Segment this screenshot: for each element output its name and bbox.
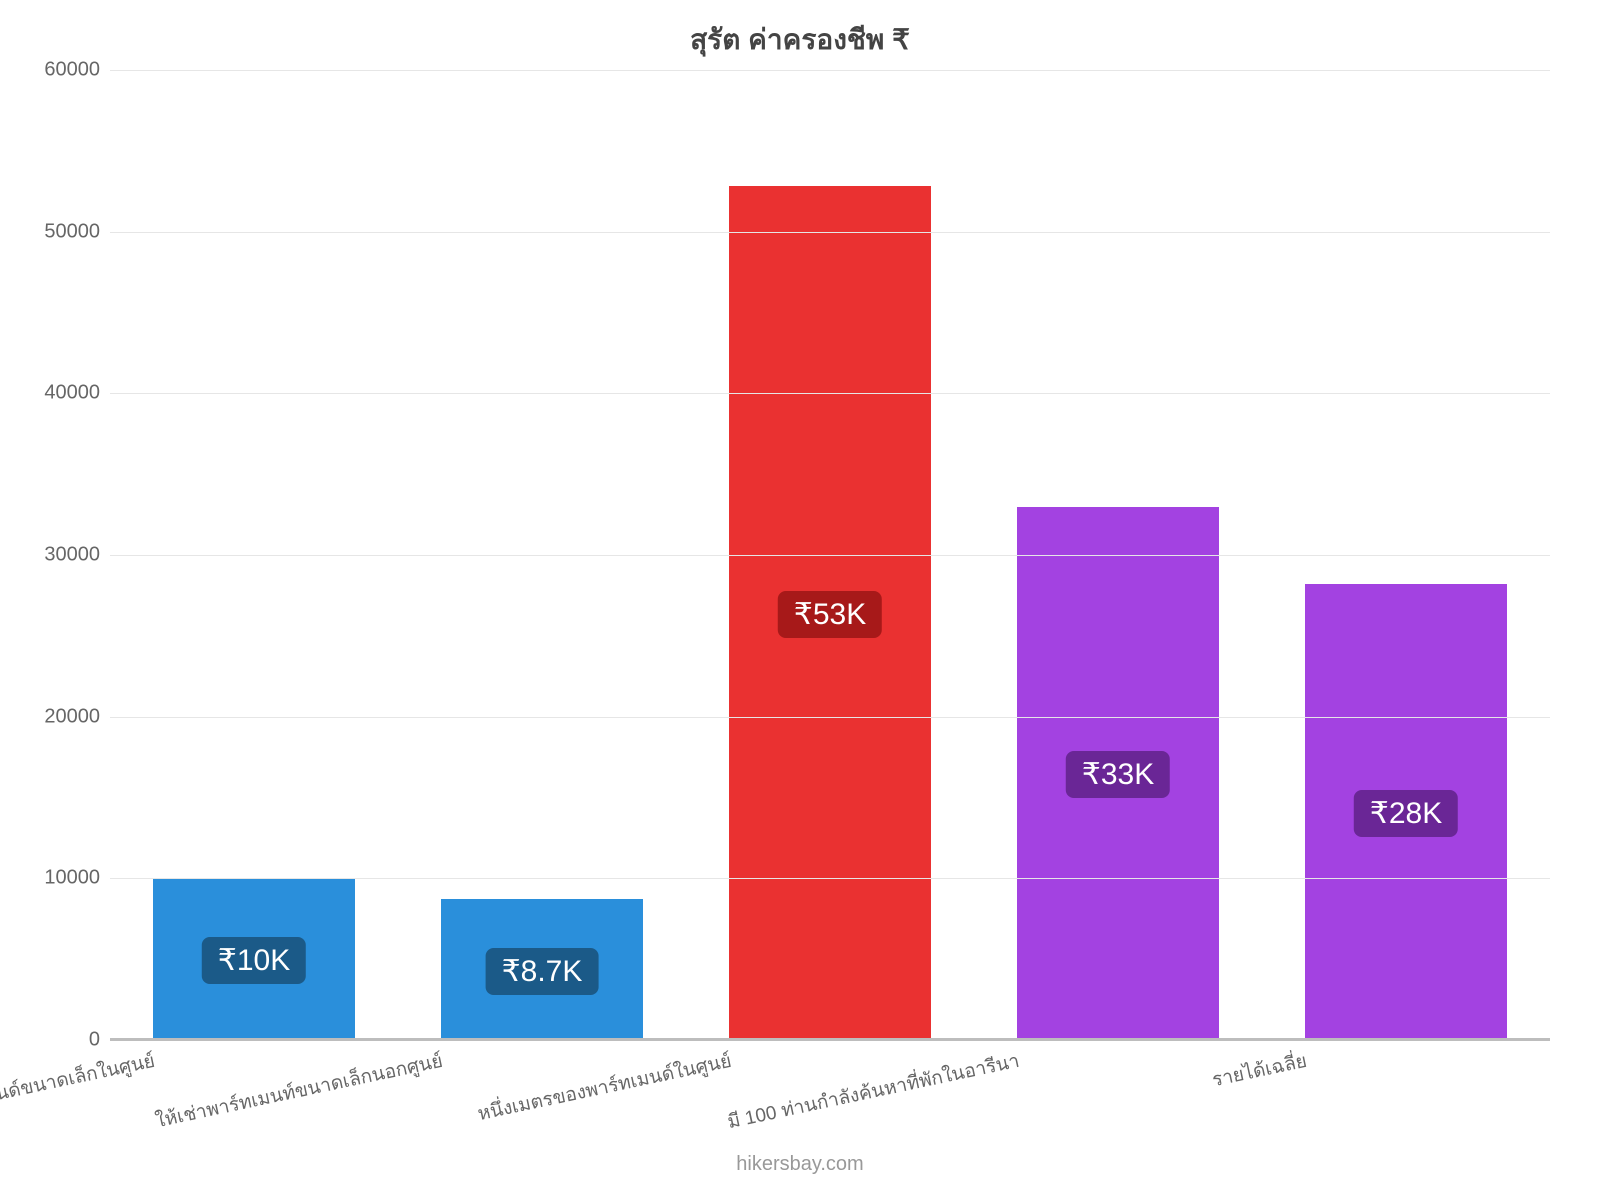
grid-line [110, 393, 1550, 394]
bar: ₹28K [1305, 584, 1507, 1040]
value-badge: ₹28K [1354, 790, 1458, 837]
y-tick-label: 10000 [44, 867, 100, 890]
x-category-label: รายได้เฉลี่ย [1210, 1046, 1310, 1095]
x-category-label: หนึ่งเมตรของพาร์ทเมนด์ในศูนย์ [474, 1046, 733, 1129]
bar: ₹8.7K [441, 899, 643, 1040]
grid-line [110, 1040, 1550, 1041]
grid-line [110, 70, 1550, 71]
value-badge: ₹10K [202, 937, 306, 984]
grid-line [110, 232, 1550, 233]
chart-title: สุรัต ค่าครองชีพ ₹ [0, 18, 1600, 62]
bar: ₹53K [729, 186, 931, 1040]
grid-line [110, 555, 1550, 556]
x-category-label: ให้เช่าพาร์ทเมนท์ขนาดเล็กนอกศูนย์ [153, 1046, 446, 1136]
y-tick-label: 30000 [44, 544, 100, 567]
value-badge: ₹8.7K [486, 948, 599, 995]
value-badge: ₹33K [1066, 751, 1170, 798]
y-tick-label: 20000 [44, 705, 100, 728]
y-tick-label: 40000 [44, 382, 100, 405]
bar: ₹33K [1017, 507, 1219, 1041]
value-badge: ₹53K [778, 591, 882, 638]
bar: ₹10K [153, 878, 355, 1040]
plot-area: ₹10K₹8.7K₹53K₹33K₹28K 010000200003000040… [110, 70, 1550, 1040]
y-tick-label: 0 [89, 1029, 100, 1052]
grid-line [110, 717, 1550, 718]
grid-line [110, 878, 1550, 879]
cost-of-living-chart: สุรัต ค่าครองชีพ ₹ ₹10K ₹8.7K ₹53K ₹33K ₹28K… [0, 0, 1600, 1200]
x-category-label: ให้เช่าพาร์ทเมนด์ขนาดเล็กในศูนย์ [0, 1046, 158, 1133]
y-tick-label: 60000 [44, 59, 100, 82]
chart-footer: hikersbay.com [0, 1153, 1600, 1176]
x-category-label: มี 100 ท่านกำลังค้นหาที่พักในอารีนา [724, 1046, 1021, 1137]
y-tick-label: 50000 [44, 220, 100, 243]
